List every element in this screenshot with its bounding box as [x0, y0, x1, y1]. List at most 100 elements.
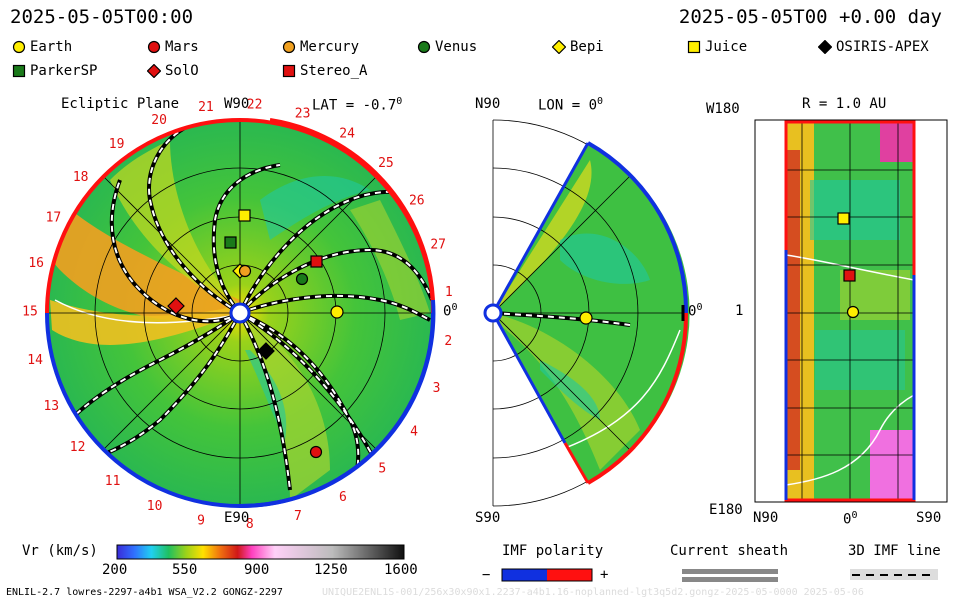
sector-number: 5 [378, 461, 386, 476]
square-marker-icon [687, 40, 701, 54]
imf-polarity-plus: + [600, 567, 609, 583]
ecliptic-top-label: W90 [224, 96, 250, 112]
circle-marker-icon [147, 40, 161, 54]
circle-marker-icon [417, 40, 431, 54]
sector-number: 17 [46, 211, 62, 226]
legend-label: Mercury [300, 39, 360, 55]
ecliptic-title: Ecliptic Plane [61, 96, 180, 112]
sector-number: 12 [70, 440, 86, 455]
colorbar-label: Vr (km/s) [22, 543, 98, 559]
colorbar-tick: 1250 [314, 562, 348, 578]
vr-colorbar [116, 544, 405, 560]
sector-number: 4 [410, 424, 418, 439]
mars-marker [309, 445, 323, 459]
ecliptic-lat: LAT = -0.70 [312, 96, 403, 114]
colorbar-tick: 550 [172, 562, 198, 578]
sector-number: 2 [444, 334, 452, 349]
colorbar-tick: 1600 [384, 562, 418, 578]
imf-polarity-positive [547, 569, 592, 581]
earth-marker-map [846, 305, 860, 319]
sector-number: 18 [73, 170, 89, 185]
sector-number: 25 [378, 156, 394, 171]
parkersp-marker [224, 236, 237, 249]
legend-item-earth: Earth [12, 39, 72, 55]
sector-number: 13 [43, 399, 59, 414]
simulation-time-right: 2025-05-05T00 +0.00 day [678, 6, 942, 28]
legend-label: Juice [705, 39, 748, 55]
legend-item-mars: Mars [147, 39, 199, 55]
imf-line-label: 3D IMF line [848, 543, 941, 559]
ecliptic-right-label: 00 [443, 302, 458, 320]
legend-item-bepi: Bepi [552, 39, 604, 55]
circle-marker-icon [282, 40, 296, 54]
sector-number: 8 [246, 517, 254, 532]
diamond-marker-icon [818, 40, 832, 54]
earth-marker-meridional [579, 311, 593, 325]
sector-number: 20 [151, 113, 167, 128]
footer-run-id: UNIQUE2ENL1S-001/256x30x90x1.2237-a4b1.1… [322, 587, 864, 598]
earth-marker [330, 305, 344, 319]
meridional-bottom-label: S90 [475, 510, 501, 526]
meridional-top-label: N90 [475, 96, 501, 112]
legend-item-venus: Venus [417, 39, 477, 55]
colorbar-tick: 900 [244, 562, 270, 578]
sector-number: 10 [147, 499, 163, 514]
diamond-marker-icon [147, 64, 161, 78]
legend-item-juice: Juice [687, 39, 747, 55]
sector-number: 21 [198, 100, 214, 115]
sector-number: 27 [430, 238, 446, 253]
legend-item-mercury: Mercury [282, 39, 359, 55]
sector-number: 16 [28, 256, 44, 271]
sector-number: 9 [197, 513, 205, 528]
legend-label: Mars [165, 39, 199, 55]
colorbar-tick: 200 [102, 562, 128, 578]
legend-label: ParkerSP [30, 63, 98, 79]
imf-polarity-negative [502, 569, 547, 581]
simulation-time-left: 2025-05-05T00:00 [10, 6, 194, 28]
sector-number: 7 [294, 509, 302, 524]
legend-item-solo: SolO [147, 63, 199, 79]
sector-number: 22 [247, 98, 263, 113]
sector-number: 23 [295, 107, 311, 122]
legend-label: Earth [30, 39, 73, 55]
stereo-a-marker [310, 255, 323, 268]
imf-polarity-minus: − [482, 567, 491, 583]
current-sheath-label: Current sheath [670, 543, 789, 559]
map-bottom-label-0: 00 [843, 510, 858, 528]
circle-marker-icon [12, 40, 26, 54]
juice-marker [238, 209, 251, 222]
legend-item-osiris-apex: OSIRIS-APEX [818, 39, 929, 55]
map-top-left-label: W180 [706, 101, 740, 117]
sector-number: 1 [445, 285, 453, 300]
mercury-marker [238, 264, 252, 278]
meridional-lon: LON = 00 [538, 96, 604, 114]
stereo-a-marker-map [843, 269, 856, 282]
juice-marker-map [837, 212, 850, 225]
square-marker-icon [282, 64, 296, 78]
ecliptic-bottom-label: E90 [224, 510, 250, 526]
sector-number: 15 [22, 305, 38, 320]
legend-label: Bepi [570, 39, 604, 55]
legend-label: Stereo_A [300, 63, 368, 79]
sector-number: 14 [27, 353, 43, 368]
map-bottom-label-n90: N90 [753, 510, 779, 526]
sector-number: 24 [339, 126, 355, 141]
map-bottom-label-s90: S90 [916, 510, 942, 526]
legend-item-parkersp: ParkerSP [12, 63, 97, 79]
legend-label: SolO [165, 63, 199, 79]
current-sheath-swatch [682, 569, 778, 574]
synoptic-map-panel [754, 119, 948, 503]
sector-number: 11 [105, 474, 121, 489]
map-bottom-left-label: E180 [709, 502, 743, 518]
square-marker-icon [12, 64, 26, 78]
imf-polarity-label: IMF polarity [502, 543, 604, 559]
sector-number: 19 [109, 137, 125, 152]
map-radius: R = 1.0 AU [802, 96, 887, 112]
solo-marker [167, 297, 185, 315]
inner-boundary [229, 302, 251, 324]
sector-number: 3 [433, 381, 441, 396]
meridional-plane-panel [483, 119, 690, 507]
